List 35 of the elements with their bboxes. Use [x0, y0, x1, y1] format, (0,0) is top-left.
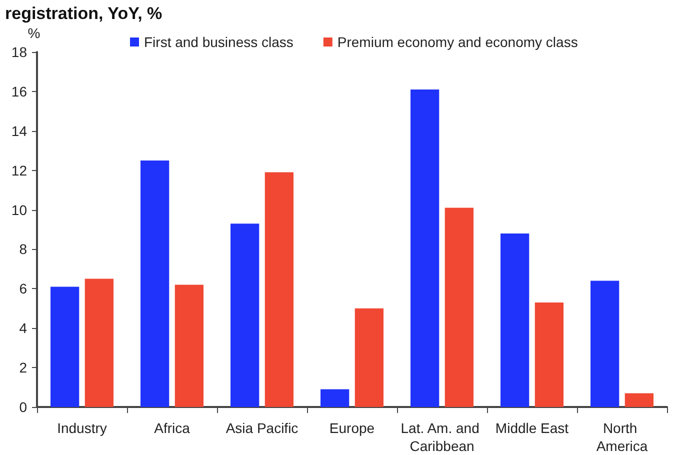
bar — [354, 308, 384, 407]
chart-title: registration, YoY, % — [5, 4, 162, 23]
y-tick-label: 12 — [11, 162, 28, 178]
legend-label: First and business class — [144, 34, 294, 50]
x-tick-label: North America — [596, 420, 648, 454]
y-tick-label: 8 — [19, 241, 28, 258]
y-tick-label: 18 — [11, 44, 28, 60]
y-tick-label: 14 — [11, 122, 28, 139]
legend-label: Premium economy and economy class — [337, 34, 578, 50]
y-tick-label: 0 — [19, 399, 28, 415]
y-tick-label: 4 — [19, 320, 28, 336]
bar — [320, 389, 350, 407]
x-tick-label: Europe — [329, 420, 375, 436]
x-tick-label: Asia Pacific — [226, 420, 298, 436]
bar — [534, 302, 564, 407]
y-tick-label: 16 — [11, 83, 28, 100]
bar — [410, 89, 440, 407]
x-tick-label: Lat. Am. and Caribbean — [400, 420, 484, 454]
y-tick-label: 2 — [19, 360, 28, 376]
bar — [140, 160, 170, 407]
bar — [624, 393, 654, 407]
bar — [500, 233, 530, 407]
y-tick-label: 10 — [11, 202, 28, 218]
x-tick-label: Middle East — [495, 420, 569, 436]
bar — [174, 284, 204, 407]
bar — [444, 208, 474, 407]
x-tick-label: Africa — [154, 420, 190, 436]
bar — [50, 286, 80, 407]
bar — [264, 172, 294, 407]
bar — [230, 224, 260, 407]
y-tick-label: 6 — [19, 280, 28, 297]
bar — [590, 280, 620, 407]
y-axis-title: % — [28, 25, 40, 41]
bar — [84, 278, 114, 407]
x-tick-label: Industry — [57, 420, 107, 436]
